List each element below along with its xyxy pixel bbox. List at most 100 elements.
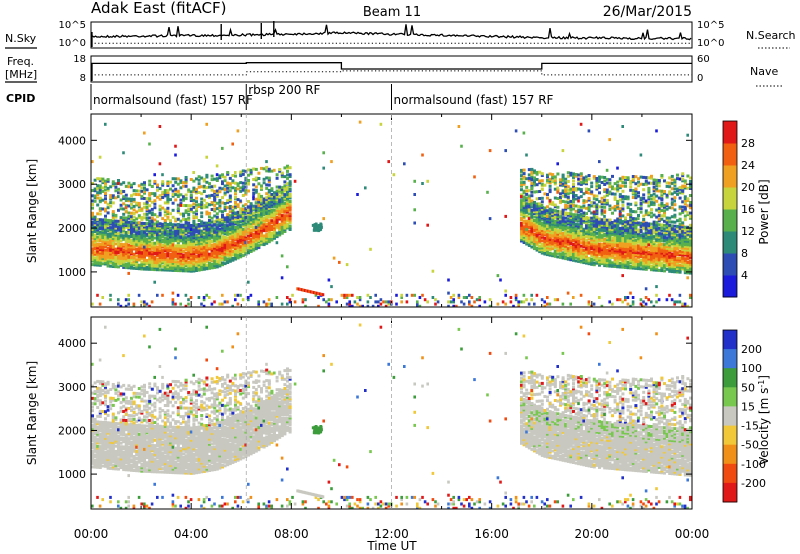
power-cell	[249, 170, 253, 174]
power-cell	[582, 238, 586, 242]
power-cell	[270, 224, 274, 228]
power-cell	[538, 248, 542, 252]
power-cell	[158, 243, 162, 247]
power-cell	[184, 244, 188, 248]
power-cell	[119, 246, 123, 250]
power-cell	[127, 238, 131, 242]
power-cell	[109, 257, 113, 261]
power-cell	[239, 216, 243, 220]
power-cell	[663, 269, 666, 273]
power-cell	[218, 255, 222, 259]
power-cell	[218, 243, 222, 247]
power-cell	[156, 231, 159, 235]
power-cell	[585, 182, 588, 186]
power-cell	[668, 227, 672, 231]
power-cell	[163, 222, 167, 226]
power-cell	[189, 231, 193, 235]
power-cell	[548, 179, 552, 183]
power-cell	[652, 254, 656, 258]
power-cell	[535, 172, 539, 176]
power-cell	[236, 256, 240, 260]
power-cell	[187, 252, 191, 255]
power-cell	[241, 187, 245, 190]
power-cell	[140, 265, 144, 269]
power-cell	[130, 231, 133, 235]
power-cell	[179, 232, 183, 236]
power-cell	[559, 247, 562, 251]
power-cell	[670, 270, 674, 274]
power-cell	[592, 210, 596, 214]
power-cell	[598, 226, 601, 230]
power-cell	[163, 228, 167, 232]
power-cell	[590, 262, 594, 266]
power-cell	[265, 302, 268, 306]
power-cell	[522, 300, 526, 304]
power-cell	[148, 238, 152, 241]
power-cell	[548, 199, 552, 203]
power-cell	[236, 221, 240, 225]
power-cell	[182, 198, 185, 202]
power-cell	[665, 259, 669, 263]
power-cell	[182, 260, 185, 264]
power-cell	[561, 232, 565, 235]
power-cell	[655, 258, 659, 262]
power-cell	[668, 234, 672, 238]
power-cell	[618, 208, 622, 212]
power-cell	[166, 196, 170, 200]
power-cell	[642, 248, 646, 252]
power-cell	[236, 230, 240, 234]
power-cell	[158, 240, 162, 244]
power-cell	[637, 223, 640, 227]
power-cell	[590, 225, 594, 229]
power-cell	[166, 252, 170, 256]
power-cell	[273, 217, 276, 221]
power-cell	[228, 254, 232, 258]
power-cell	[603, 251, 607, 255]
power-cell	[239, 227, 243, 231]
power-cell	[600, 225, 604, 229]
power-cell	[124, 259, 128, 263]
power-cell	[535, 202, 539, 206]
power-cell	[252, 241, 256, 245]
power-cell	[650, 264, 653, 268]
power-cell	[556, 218, 560, 222]
power-cell	[626, 252, 630, 256]
power-cell	[634, 242, 638, 246]
power-cell	[660, 217, 664, 221]
power-cell	[647, 186, 651, 190]
power-cell	[283, 207, 287, 211]
power-cell	[104, 248, 107, 252]
power-cell	[400, 300, 403, 304]
power-cell	[569, 212, 573, 216]
power-cell	[153, 245, 157, 249]
power-cell	[239, 174, 243, 178]
power-cell	[114, 265, 118, 269]
power-cell	[148, 216, 152, 220]
power-cell	[234, 190, 237, 194]
power-cell	[663, 223, 666, 227]
power-cell	[221, 252, 224, 256]
power-cell	[369, 296, 372, 299]
power-cell	[215, 225, 219, 228]
power-cell	[197, 205, 201, 208]
power-cell	[582, 215, 586, 218]
power-cell	[104, 222, 107, 226]
power-cell	[262, 227, 266, 231]
power-cell	[660, 227, 664, 230]
power-cell	[192, 227, 196, 231]
power-cell	[590, 200, 594, 204]
power-cell	[668, 255, 672, 259]
power-cell	[200, 250, 204, 254]
power-cell	[533, 180, 536, 183]
power-cell	[270, 221, 274, 224]
power-cell	[127, 211, 131, 215]
power-cell	[171, 265, 175, 269]
power-cell	[626, 225, 630, 229]
power-cell	[275, 224, 279, 228]
power-cell	[598, 258, 601, 262]
power-cell	[650, 227, 653, 231]
power-cell	[260, 194, 263, 198]
power-cell	[624, 218, 627, 222]
power-cell	[158, 256, 162, 259]
power-cell	[210, 208, 214, 211]
